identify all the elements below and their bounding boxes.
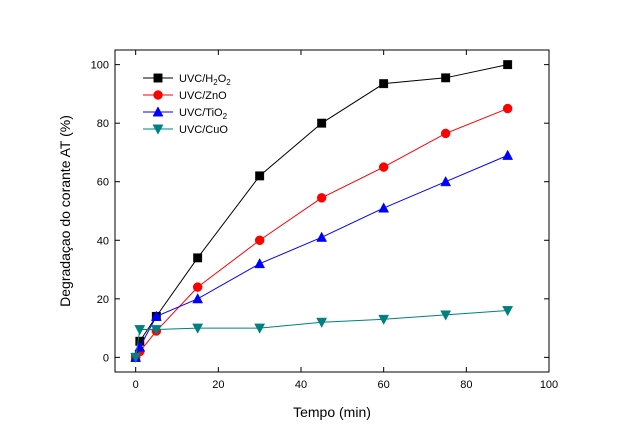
data-point [502, 306, 514, 317]
data-point [440, 128, 451, 139]
y-tick-label: 60 [97, 177, 109, 189]
data-point [440, 175, 452, 187]
plot-frame [114, 49, 550, 373]
data-point [378, 314, 390, 326]
data-point [378, 202, 390, 213]
data-point [502, 103, 513, 114]
data-point [193, 253, 203, 263]
legend-item: UVC/ZnO [143, 90, 227, 102]
y-tick-label: 0 [103, 352, 109, 364]
data-point [130, 352, 142, 364]
axis-ticks: 0 20 40 60 80 100 0 20 40 60 80 100 [91, 50, 558, 391]
x-tick-label: 60 [378, 379, 390, 391]
legend-label: UVC/H2O2 [179, 73, 231, 87]
x-axis-title: Tempo (min) [293, 404, 371, 420]
data-point [316, 317, 328, 328]
legend-item: UVC/CuO [143, 124, 228, 136]
y-axis-title: Degradaçao do corante AT (%) [57, 115, 73, 307]
legend-item: UVC/TiO2 [143, 106, 228, 121]
legend: UVC/H2O2 UVC/ZnO UVC/TiO2 UVC/CuO [143, 73, 231, 136]
y-tick-label: 80 [97, 118, 109, 130]
data-point [192, 293, 204, 304]
data-point [150, 310, 162, 321]
legend-label: UVC/ZnO [179, 90, 227, 102]
series-line [135, 310, 508, 358]
data-point [255, 171, 265, 181]
data-point [503, 60, 513, 70]
legend-swatch-marker [152, 106, 164, 117]
y-tick-label: 100 [91, 60, 109, 72]
data-point [440, 310, 452, 321]
x-tick-label: 100 [540, 379, 558, 391]
y-tick-label: 20 [97, 294, 109, 306]
series-UVC/H2O2 [131, 60, 513, 362]
y-tick-label: 40 [97, 235, 109, 247]
legend-label: UVC/TiO2 [179, 107, 228, 121]
legend-swatch-marker [153, 73, 163, 83]
legend-swatch-marker [152, 124, 164, 135]
data-point [254, 257, 266, 269]
x-tick-label: 0 [133, 379, 139, 391]
data-point [316, 231, 328, 242]
data-point [316, 193, 327, 203]
series-UVC/CuO [130, 306, 514, 364]
data-point [254, 235, 265, 246]
x-tick-label: 40 [295, 379, 307, 391]
data-point [502, 149, 514, 160]
legend-item: UVC/H2O2 [143, 73, 231, 87]
data-point [378, 162, 389, 172]
data-point [192, 282, 203, 292]
data-point [192, 323, 204, 334]
x-tick-label: 20 [212, 379, 224, 391]
data-point [150, 325, 162, 336]
data-point [379, 79, 389, 89]
data-point [254, 323, 266, 334]
legend-swatch-marker [153, 90, 163, 100]
series-group [130, 60, 514, 364]
x-tick-label: 80 [460, 379, 472, 391]
data-point [441, 73, 451, 83]
data-point [317, 118, 327, 128]
series-UVC/TiO2 [130, 149, 514, 362]
data-point [134, 325, 146, 336]
legend-label: UVC/CuO [179, 124, 228, 136]
